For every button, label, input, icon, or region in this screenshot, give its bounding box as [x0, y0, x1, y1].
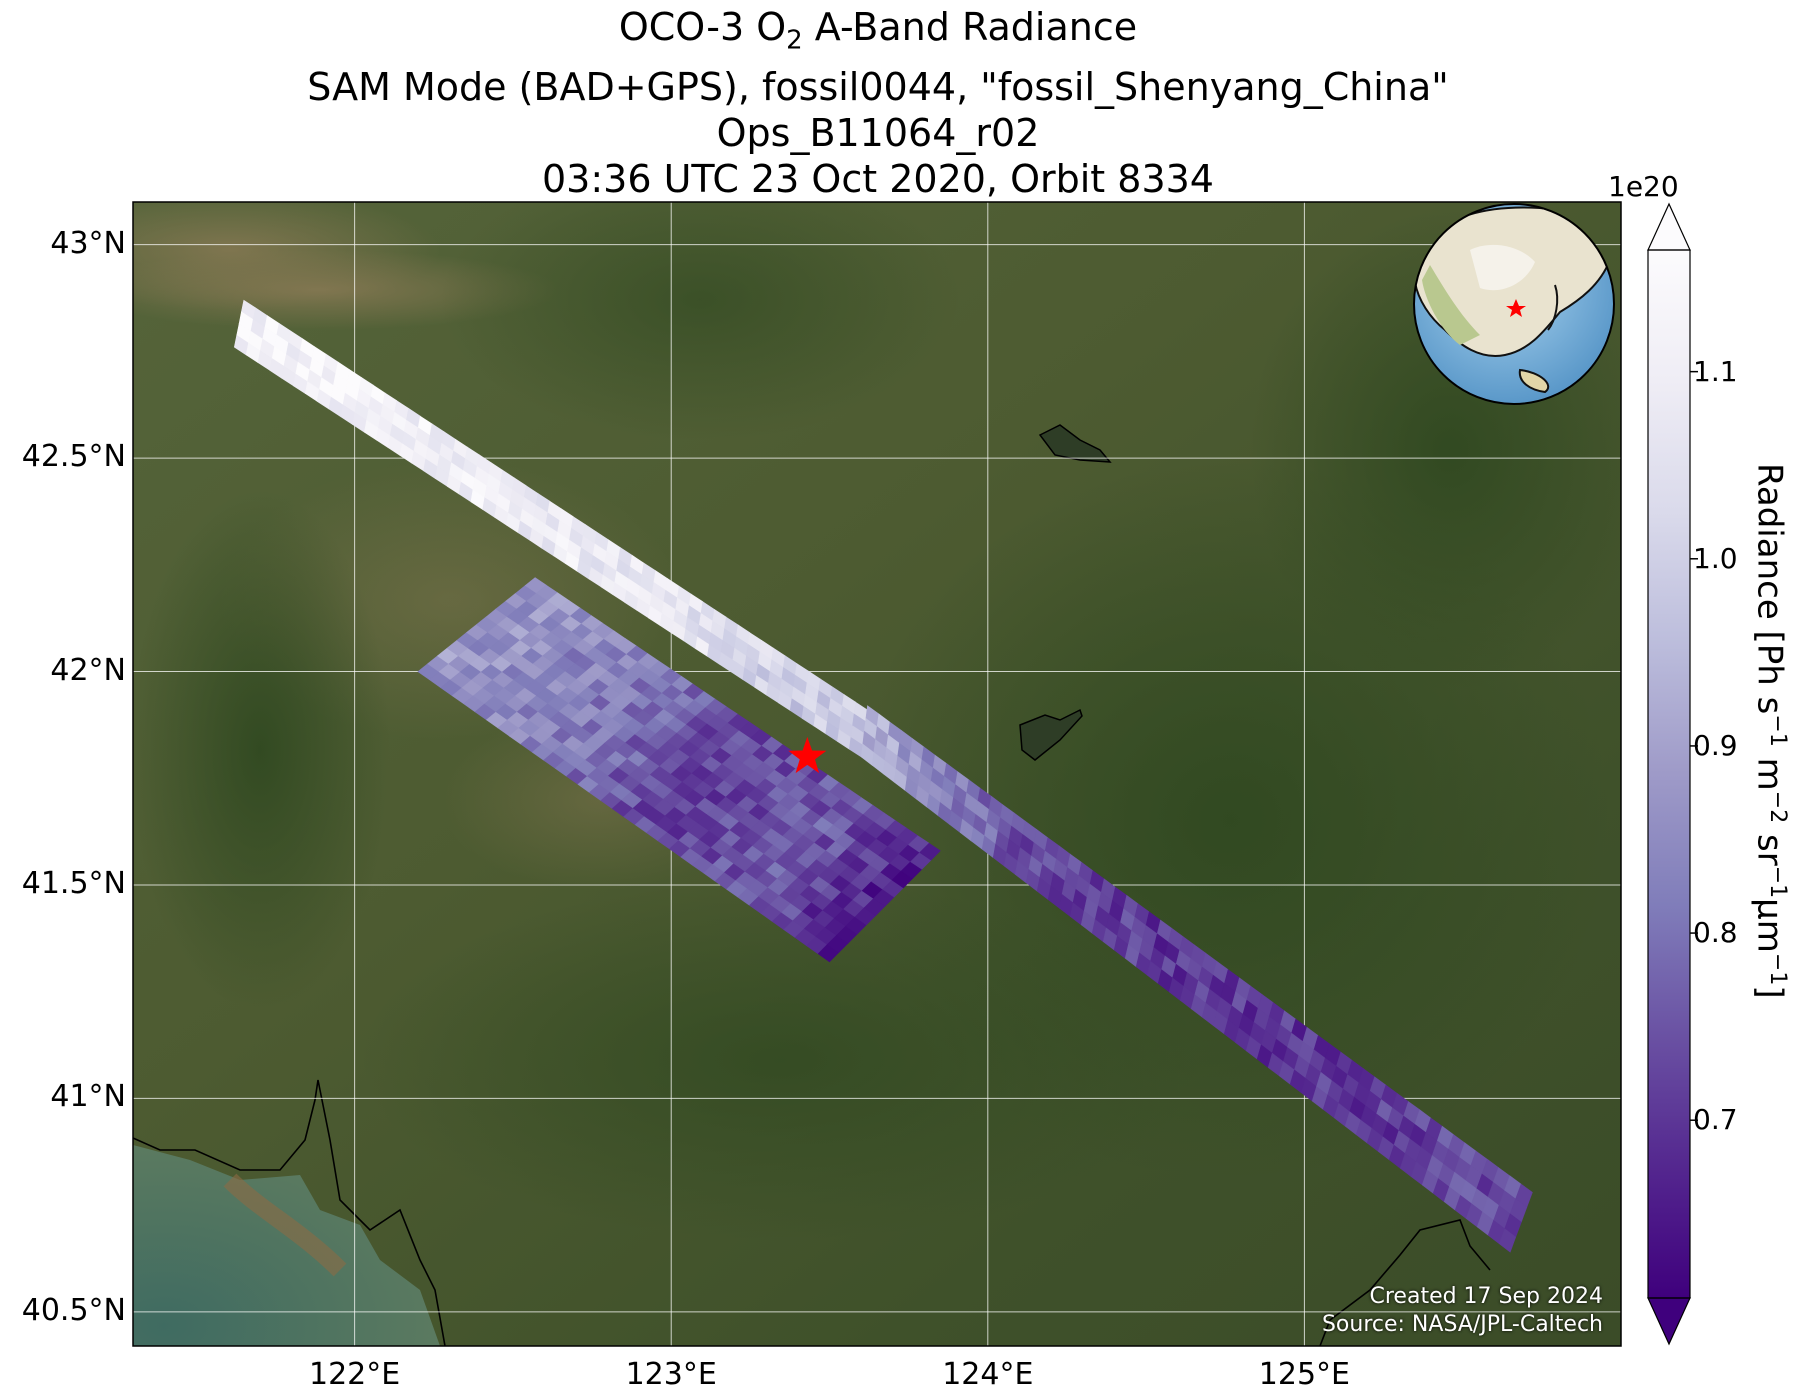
longitude-label: 122°E [309, 1357, 401, 1392]
colorbar-tick-label: 0.9 [1693, 728, 1738, 762]
title-line-1: OCO-3 O2 A-Band Radiance [618, 5, 1138, 56]
map-frame [132, 201, 1622, 1347]
latitude-label: 42°N [50, 652, 126, 688]
radiance-pixel [1498, 1228, 1517, 1253]
longitude-label: 123°E [625, 1357, 717, 1392]
colorbar [1647, 202, 1698, 1346]
radiance-pixel [919, 842, 941, 861]
title-line-3: Ops_B11064_r02 [716, 110, 1040, 155]
latitude-label: 40.5°N [21, 1292, 126, 1328]
colorbar-tick-label: 0.8 [1693, 916, 1738, 950]
radiance-swaths [233, 299, 1533, 1253]
longitude-label: 124°E [942, 1357, 1034, 1392]
latitude-label: 41.5°N [21, 865, 126, 901]
created-date: Created 17 Sep 2024 [1369, 1284, 1604, 1309]
globe-star-icon [1506, 299, 1526, 317]
title-line-4: 03:36 UTC 23 Oct 2020, Orbit 8334 [542, 156, 1214, 201]
colorbar-tick-label: 1.1 [1693, 354, 1738, 388]
figure-title: OCO-3 O2 A-Band Radiance SAM Mode (BAD+G… [0, 4, 1756, 202]
radiance-swath [417, 577, 941, 963]
colorbar-exponent: 1e20 [1608, 170, 1679, 203]
colorbar-tick-label: 1.0 [1693, 541, 1738, 575]
source-credit: Source: NASA/JPL-Caltech [1321, 1312, 1603, 1337]
colorbar-label: Radiance [Ph s−1 m−2 sr−1μm−1] [1749, 463, 1790, 999]
radiance-swath [233, 299, 868, 758]
latitude-label: 43°N [50, 225, 126, 261]
latitude-label: 42.5°N [21, 439, 126, 475]
longitude-label: 125°E [1258, 1357, 1350, 1392]
latitude-label: 41°N [50, 1079, 126, 1115]
colorbar-tick-label: 0.7 [1693, 1103, 1738, 1137]
radiance-swath [860, 705, 1533, 1253]
target-star-icon [788, 736, 827, 774]
inset-globe [1413, 203, 1615, 405]
title-line-2: SAM Mode (BAD+GPS), fossil0044, "fossil_… [307, 64, 1449, 109]
